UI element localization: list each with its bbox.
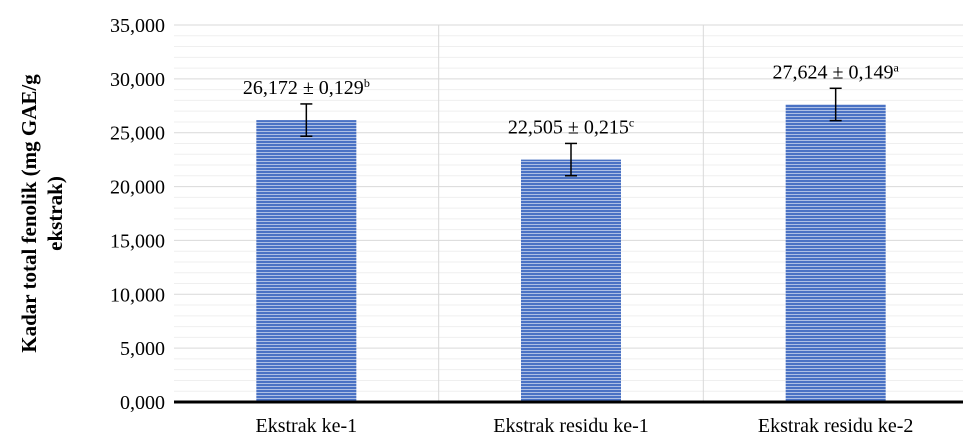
- data-label: 22,505 ± 0,215c: [508, 115, 634, 138]
- y-tick-label: 20,000: [110, 177, 165, 199]
- y-tick-label: 15,000: [110, 230, 165, 252]
- bar: [521, 159, 621, 402]
- x-axis-categories: Ekstrak ke-1 Ekstrak residu ke-1 Ekstrak r…: [256, 415, 914, 437]
- bars: [256, 104, 886, 402]
- x-category-label: Ekstrak ke-1: [256, 415, 358, 437]
- y-tick-label: 35,000: [110, 15, 165, 37]
- bar: [256, 120, 357, 402]
- y-axis-ticks: 0,000 5,000 10,000 15,000 20,000 25,000 30,000…: [110, 15, 165, 414]
- x-category-label: Ekstrak residu ke-1: [493, 415, 649, 437]
- y-tick-label: 5,000: [120, 338, 165, 360]
- y-tick-label: 0,000: [120, 392, 165, 414]
- y-axis-label: Kadar total fenolik (mg GAE/gekstrak): [17, 74, 67, 353]
- data-label: 26,172 ± 0,129b: [243, 76, 370, 99]
- error-bars: [300, 87, 842, 177]
- y-tick-label: 30,000: [110, 69, 165, 91]
- y-tick-label: 25,000: [110, 123, 165, 145]
- data-label: 27,624 ± 0,149a: [773, 60, 900, 83]
- y-tick-label: 10,000: [110, 284, 165, 306]
- bar: [785, 104, 886, 402]
- x-category-label: Ekstrak residu ke-2: [758, 415, 914, 437]
- data-labels: 26,172 ± 0,129b 22,505 ± 0,215c 27,624 ± 0…: [243, 60, 900, 138]
